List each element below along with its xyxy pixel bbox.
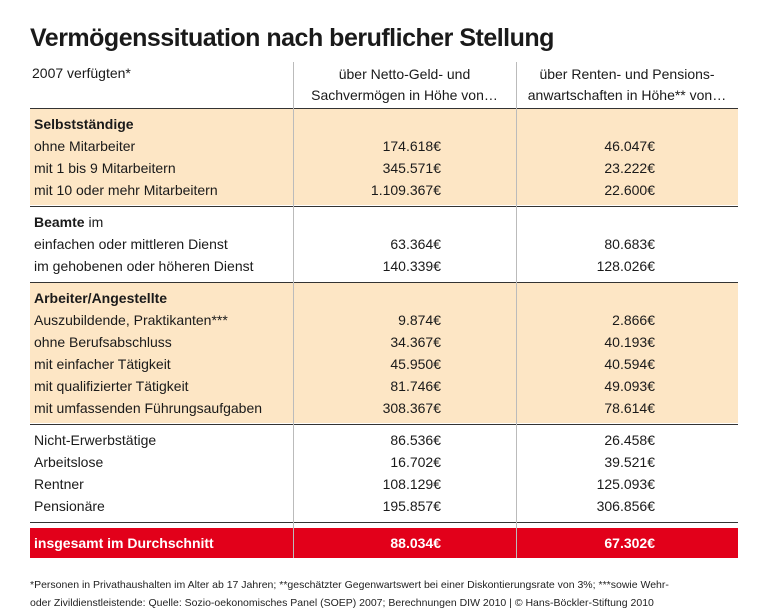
group-heading: Beamte im <box>34 211 103 233</box>
header-label: 2007 verfügten* <box>32 65 131 81</box>
group-suffix: im <box>84 214 104 230</box>
value-netto: 9.874€ <box>398 312 441 328</box>
value-renten: 49.093€ <box>604 378 655 394</box>
value-netto: 174.618€ <box>382 138 441 154</box>
group-title: Beamte <box>34 214 85 230</box>
row-label: mit einfacher Tätigkeit <box>34 356 171 372</box>
value-netto: 34.367€ <box>390 334 441 350</box>
total-netto: 88.034€ <box>390 535 441 551</box>
row-label: mit 1 bis 9 Mitarbeitern <box>34 160 176 176</box>
value-netto: 86.536€ <box>390 432 441 448</box>
value-renten: 46.047€ <box>604 138 655 154</box>
value-netto: 108.129€ <box>382 476 441 492</box>
value-renten: 2.866€ <box>612 312 655 328</box>
value-renten: 78.614€ <box>604 400 655 416</box>
rule <box>30 522 738 523</box>
value-renten: 22.600€ <box>604 182 655 198</box>
value-renten: 306.856€ <box>596 498 655 514</box>
row-label: Auszubildende, Praktikanten*** <box>34 312 228 328</box>
rule <box>30 282 738 283</box>
value-netto: 16.702€ <box>390 454 441 470</box>
column-separator <box>293 62 294 558</box>
total-label: insgesamt im Durchschnitt <box>34 535 214 551</box>
rule <box>30 206 738 207</box>
footnote: *Personen in Privathaushalten im Alter a… <box>30 579 669 591</box>
group-background <box>30 283 738 423</box>
value-renten: 125.093€ <box>596 476 655 492</box>
row-label: Nicht-Erwerbstätige <box>34 432 157 448</box>
row-label: ohne Berufsabschluss <box>34 334 172 350</box>
value-renten: 39.521€ <box>604 454 655 470</box>
value-renten: 128.026€ <box>596 258 655 274</box>
value-renten: 40.594€ <box>604 356 655 372</box>
value-renten: 26.458€ <box>604 432 655 448</box>
header-col1: über Netto-Geld- und <box>338 66 471 82</box>
group-title: Selbstständige <box>34 116 134 132</box>
column-separator <box>516 62 517 558</box>
total-renten: 67.302€ <box>604 535 655 551</box>
row-label: mit qualifizierter Tätigkeit <box>34 378 189 394</box>
total-background <box>30 528 738 558</box>
group-heading: Selbstständige <box>34 113 134 135</box>
value-renten: 80.683€ <box>604 236 655 252</box>
row-label: mit umfassenden Führungsaufgaben <box>34 400 263 416</box>
value-netto: 45.950€ <box>390 356 441 372</box>
row-label: Arbeitslose <box>34 454 104 470</box>
rule <box>30 424 738 425</box>
group-title: Arbeiter/Angestellte <box>34 290 168 306</box>
row-label: einfachen oder mittleren Dienst <box>34 236 228 252</box>
value-netto: 1.109.367€ <box>370 182 441 198</box>
row-label: mit 10 oder mehr Mitarbeitern <box>34 182 218 198</box>
value-renten: 23.222€ <box>604 160 655 176</box>
value-netto: 81.746€ <box>390 378 441 394</box>
row-label: Rentner <box>34 476 84 492</box>
header-col2: anwartschaften in Höhe** von… <box>527 87 727 103</box>
rule <box>30 108 738 109</box>
group-heading: Arbeiter/Angestellte <box>34 287 167 309</box>
value-netto: 63.364€ <box>390 236 441 252</box>
value-netto: 345.571€ <box>382 160 441 176</box>
footnote: oder Zivildienstleistende: Quelle: Sozio… <box>30 597 654 609</box>
group-background <box>30 109 738 205</box>
value-netto: 195.857€ <box>382 498 441 514</box>
row-label: Pensionäre <box>34 498 105 514</box>
value-netto: 140.339€ <box>382 258 441 274</box>
row-label: im gehobenen oder höheren Dienst <box>34 258 254 274</box>
title: Vermögenssituation nach beruflicher Stel… <box>30 24 554 52</box>
value-netto: 308.367€ <box>382 400 441 416</box>
row-label: ohne Mitarbeiter <box>34 138 136 154</box>
header-col1: Sachvermögen in Höhe von… <box>311 87 498 103</box>
header-col2: über Renten- und Pensions- <box>539 66 715 82</box>
value-renten: 40.193€ <box>604 334 655 350</box>
